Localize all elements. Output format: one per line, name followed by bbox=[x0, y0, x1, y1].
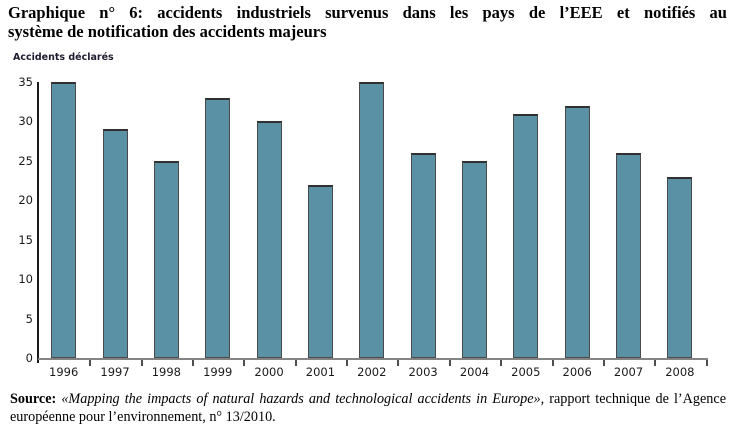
x-tick-label-2008: 2008 bbox=[665, 365, 695, 379]
y-tick-label-20: 20 bbox=[18, 193, 33, 208]
bar-1998 bbox=[153, 160, 179, 358]
x-tick-label-2006: 2006 bbox=[562, 365, 592, 379]
bar-2005 bbox=[513, 113, 539, 358]
chart-title: Graphique n° 6: accidents industriels su… bbox=[8, 3, 727, 41]
bar-1997 bbox=[102, 129, 128, 358]
y-tick-label-25: 25 bbox=[18, 153, 33, 168]
x-tick-label-2004: 2004 bbox=[459, 365, 490, 379]
y-axis-title: Accidents déclarés bbox=[13, 52, 114, 63]
x-tick-label-1997: 1997 bbox=[100, 365, 130, 379]
x-tick-1996 bbox=[89, 360, 92, 366]
x-tick-2001 bbox=[346, 360, 349, 366]
x-tick-1997 bbox=[140, 360, 143, 366]
y-axis-line bbox=[37, 81, 39, 363]
x-tick-2003 bbox=[448, 360, 451, 366]
x-tick-1999 bbox=[243, 360, 246, 366]
x-tick-label-1998: 1998 bbox=[151, 365, 181, 379]
bar-2006 bbox=[564, 105, 590, 358]
source-label: Source: bbox=[10, 391, 57, 407]
bar-2007 bbox=[616, 152, 642, 358]
bar-1996 bbox=[51, 81, 77, 358]
x-tick-2005 bbox=[551, 360, 554, 366]
x-tick-2002 bbox=[397, 360, 400, 366]
bar-2001 bbox=[307, 184, 333, 358]
y-tick-label-30: 30 bbox=[18, 114, 33, 129]
bar-chart: 0 5 10 15 20 25 30 35 1996 1997 1998 1999 2000 2001 20… bbox=[0, 70, 734, 382]
source-rest: , rapport technique de l’Agence européen… bbox=[10, 391, 726, 425]
y-tick-label-5: 5 bbox=[25, 311, 33, 326]
x-tick-label-1999: 1999 bbox=[203, 365, 233, 379]
source-quote: «Mapping the impacts of natural hazards … bbox=[56, 391, 541, 407]
x-tick-2000 bbox=[294, 360, 297, 366]
x-tick-label-2007: 2007 bbox=[613, 365, 644, 379]
bar-1999 bbox=[205, 97, 231, 358]
chart-title-line2: système de notification des accidents ma… bbox=[8, 22, 327, 41]
x-tick-label-1996: 1996 bbox=[49, 365, 79, 379]
x-tick-label-2005: 2005 bbox=[511, 365, 541, 379]
bar-2000 bbox=[256, 121, 282, 358]
x-tick-label-2003: 2003 bbox=[408, 365, 438, 379]
y-tick-label-0: 0 bbox=[25, 351, 33, 365]
x-tick-1998 bbox=[192, 360, 195, 366]
x-tick-label-2000: 2000 bbox=[254, 365, 284, 379]
y-tick-label-35: 35 bbox=[18, 74, 33, 89]
y-tick-label-15: 15 bbox=[18, 232, 33, 247]
x-tick-2008 bbox=[705, 360, 708, 366]
chart-title-line1: Graphique n° 6: accidents industriels su… bbox=[8, 3, 727, 22]
x-axis-line bbox=[38, 358, 708, 360]
x-tick-2004 bbox=[500, 360, 503, 366]
x-tick-label-2002: 2002 bbox=[357, 365, 387, 379]
y-tick-label-10: 10 bbox=[18, 272, 33, 287]
bar-2004 bbox=[461, 160, 487, 358]
x-tick-2006 bbox=[602, 360, 605, 366]
bar-2008 bbox=[667, 176, 693, 358]
source-note: Source: «Mapping the impacts of natural … bbox=[10, 391, 726, 426]
bar-2003 bbox=[410, 152, 436, 358]
x-tick-2007 bbox=[654, 360, 657, 366]
x-tick-label-2001: 2001 bbox=[305, 365, 336, 379]
bar-2002 bbox=[359, 81, 385, 358]
